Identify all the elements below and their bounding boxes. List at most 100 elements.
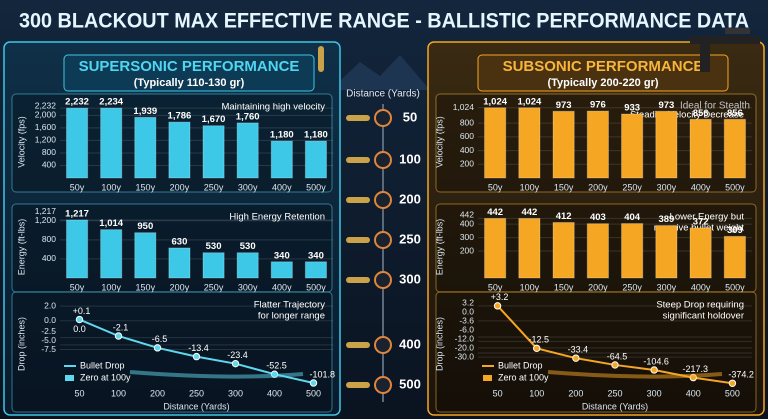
y-tick-label: 800 bbox=[460, 117, 474, 127]
mountains bbox=[330, 55, 430, 90]
y-tick-label: -12.0 bbox=[455, 333, 475, 343]
drop-value-label: -374.2 bbox=[728, 370, 754, 380]
x-tick-label: 100 bbox=[529, 388, 544, 398]
distance-ring bbox=[374, 231, 392, 249]
distance-ring bbox=[374, 151, 392, 169]
y-tick-label: 2,000 bbox=[35, 110, 57, 120]
x-tick-label: 150y bbox=[554, 282, 574, 292]
y-tick-label: 200 bbox=[460, 245, 474, 255]
legend-swatch bbox=[483, 375, 492, 381]
bar bbox=[518, 107, 541, 179]
x-tick-label: 500 bbox=[306, 388, 321, 398]
drop-point bbox=[231, 359, 240, 368]
y-tick-label: -2.5 bbox=[41, 326, 56, 336]
annotation: Lower Energy but bbox=[670, 212, 745, 223]
drop-point bbox=[493, 302, 502, 310]
drop-value-label: -2.1 bbox=[113, 322, 129, 332]
x-tick-label: 400 bbox=[686, 388, 701, 398]
bar-value-label: 2,234 bbox=[99, 97, 123, 108]
bar bbox=[100, 107, 123, 179]
bar bbox=[236, 122, 259, 179]
distance-tick: 400 bbox=[399, 336, 421, 351]
x-tick-label: 200y bbox=[170, 282, 190, 292]
drop-value-label: -101.8 bbox=[310, 369, 336, 379]
bar bbox=[168, 121, 191, 179]
bar-value-label: 309 bbox=[727, 225, 743, 236]
bar-value-label: 1,024 bbox=[483, 96, 507, 107]
bar bbox=[518, 217, 541, 279]
distance-ring bbox=[374, 191, 392, 209]
bar-value-label: 1,180 bbox=[270, 130, 294, 141]
annotation: for longer range bbox=[258, 311, 325, 322]
bar bbox=[134, 116, 157, 179]
x-tick-label: 150y bbox=[136, 182, 156, 192]
x-tick-label: 50y bbox=[488, 182, 503, 192]
drop-value-label: -52.5 bbox=[266, 361, 287, 371]
bar bbox=[236, 252, 259, 279]
bar bbox=[270, 140, 293, 179]
bullet-icon bbox=[346, 277, 370, 283]
bar bbox=[689, 227, 712, 279]
y-tick-label: 800 bbox=[42, 147, 56, 157]
y-tick-label: 3.2 bbox=[462, 297, 474, 307]
y-axis-label: Energy (ft-lbs) bbox=[16, 219, 26, 276]
bullet-icon bbox=[318, 46, 324, 72]
bar-value-label: 1,217 bbox=[65, 208, 89, 219]
x-tick-label: 400y bbox=[272, 182, 292, 192]
bar-value-label: 856 bbox=[727, 108, 743, 119]
legend-label: Zero at 100y bbox=[498, 372, 549, 382]
y-tick-label: 1,024 bbox=[453, 102, 475, 112]
drop-point bbox=[309, 379, 318, 387]
bar-value-label: 1,786 bbox=[168, 111, 192, 122]
drop-point bbox=[75, 315, 84, 324]
distance-tick: 50 bbox=[403, 109, 417, 124]
annotation: Maintaining high velocity bbox=[221, 102, 325, 113]
bar bbox=[484, 107, 507, 179]
bar-value-label: 1,180 bbox=[304, 130, 328, 141]
bar bbox=[484, 217, 507, 279]
x-tick-label: 250y bbox=[204, 282, 224, 292]
x-tick-label: 50 bbox=[74, 388, 84, 398]
y-tick-label: 400 bbox=[42, 160, 56, 170]
rifle-icon bbox=[690, 28, 760, 72]
panel-subtitle: (Typically 200-220 gr) bbox=[547, 77, 658, 89]
y-tick-label: 400 bbox=[460, 218, 474, 228]
bar-value-label: 950 bbox=[137, 221, 153, 232]
bar-value-label: 530 bbox=[206, 241, 222, 252]
y-tick-label: 1,200 bbox=[35, 135, 57, 145]
bar-value-label: 1,670 bbox=[202, 114, 226, 125]
y-axis-label: Velocity (fps) bbox=[16, 116, 26, 168]
page-title: 300 BLACKOUT MAX EFFECTIVE RANGE - BALLI… bbox=[19, 10, 749, 33]
distance-tick: 500 bbox=[399, 376, 421, 391]
x-tick-label: 200 bbox=[568, 388, 583, 398]
annotation: High Energy Retention bbox=[229, 212, 325, 223]
y-tick-label: 200 bbox=[460, 159, 474, 169]
x-tick-label: 250y bbox=[622, 282, 642, 292]
x-tick-label: 500 bbox=[725, 388, 740, 398]
bar bbox=[552, 221, 575, 279]
x-tick-label: 300y bbox=[238, 182, 258, 192]
bar bbox=[586, 110, 609, 179]
y-tick-label: 2,232 bbox=[35, 101, 57, 111]
bar-value-label: 933 bbox=[624, 103, 640, 114]
bullet-icon bbox=[346, 197, 370, 203]
x-tick-label: 200 bbox=[150, 388, 165, 398]
x-tick-label: 400y bbox=[691, 282, 711, 292]
y-axis-label: Velocity (fps) bbox=[434, 116, 444, 168]
drop-value-label: -12.5 bbox=[528, 335, 549, 345]
distance-label: Distance (Yards) bbox=[346, 89, 420, 100]
bar bbox=[134, 232, 157, 279]
bar bbox=[552, 110, 575, 179]
y-tick-label: 800 bbox=[42, 234, 56, 244]
y-tick-label: -7.5 bbox=[41, 344, 56, 354]
distance-ring bbox=[374, 109, 392, 127]
bar-value-label: 2,232 bbox=[65, 97, 89, 108]
drop-value-label: +0.1 bbox=[73, 306, 91, 316]
bar bbox=[655, 225, 678, 279]
drop-value-label: -13.4 bbox=[188, 343, 209, 353]
x-tick-label: 500y bbox=[725, 182, 745, 192]
drop-point bbox=[192, 352, 201, 361]
x-axis-label: Distance (Yards) bbox=[163, 401, 229, 411]
x-tick-label: 400y bbox=[691, 182, 711, 192]
